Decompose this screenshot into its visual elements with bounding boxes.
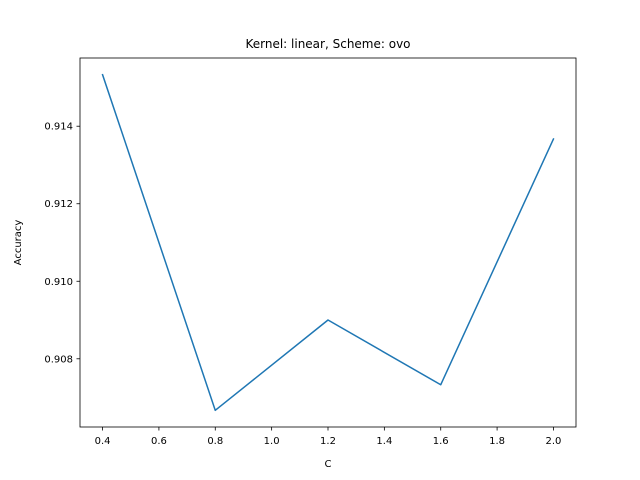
y-tick-label: 0.910 (44, 277, 73, 288)
x-tick-label: 0.4 (95, 436, 111, 447)
plot-area (80, 58, 576, 427)
x-tick-label: 1.2 (320, 436, 336, 447)
y-axis: 0.908 0.910 0.912 0.914 (44, 122, 80, 365)
series-line-0 (101, 73, 555, 412)
x-tick-label: 0.6 (151, 436, 167, 447)
y-tick-label: 0.912 (44, 199, 73, 210)
y-tick-label: 0.908 (44, 354, 73, 365)
y-tick-label: 0.914 (44, 122, 73, 133)
x-axis: 0.4 0.6 0.8 1.0 1.2 1.4 1.6 1.8 2.0 (95, 427, 562, 447)
chart-title: Kernel: linear, Scheme: ovo (245, 37, 410, 51)
y-axis-label: Accuracy (13, 220, 24, 266)
x-tick-label: 0.8 (207, 436, 223, 447)
x-tick-label: 1.8 (489, 436, 505, 447)
plot-background (80, 58, 576, 427)
x-tick-label: 1.6 (433, 436, 449, 447)
x-axis-label: C (325, 459, 332, 470)
x-tick-label: 1.0 (264, 436, 280, 447)
x-tick-label: 1.4 (376, 436, 392, 447)
series-layer (101, 73, 555, 412)
x-tick-label: 2.0 (546, 436, 562, 447)
